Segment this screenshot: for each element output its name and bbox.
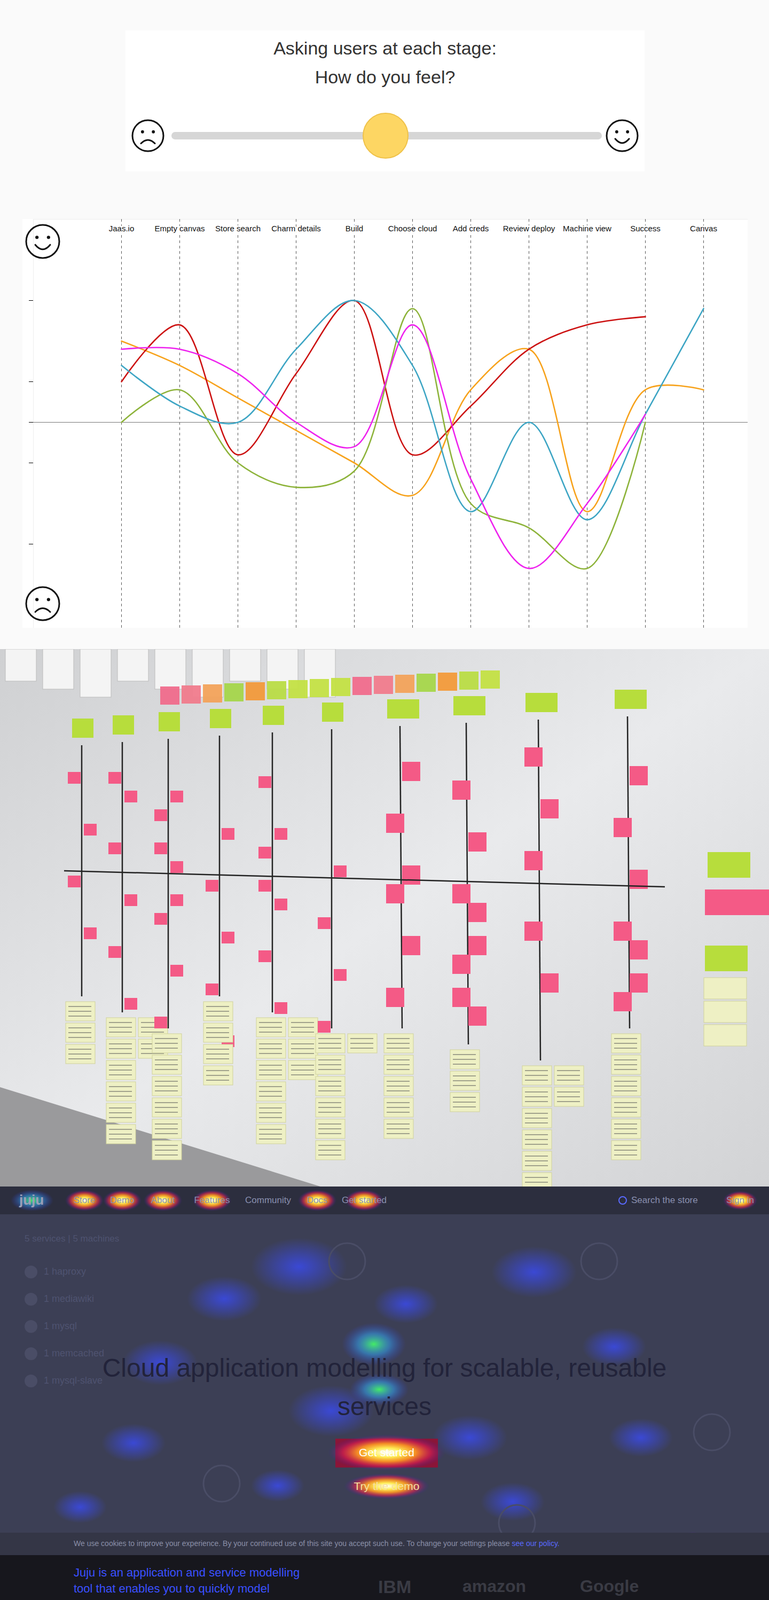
html-text:Sign in: Sign in (726, 1194, 755, 1205)
svg-text:Build: Build (345, 223, 364, 233)
html-text:1 haproxy: 1 haproxy (43, 1265, 87, 1277)
svg-text:Store search: Store search (215, 223, 261, 233)
html-text:Try the demo: Try the demo (353, 1479, 420, 1492)
html-text:Search the store: Search the store (631, 1194, 698, 1205)
html-text:Get started: Get started (358, 1445, 415, 1458)
html-text:1 mediawiki: 1 mediawiki (43, 1292, 94, 1304)
svg-text:Charm details: Charm details (271, 223, 321, 233)
html-text:How do you feel?: How do you feel? (314, 66, 456, 88)
html-text:Asking users at each stage:: Asking users at each stage: (273, 37, 497, 59)
html-text:IBM: IBM (378, 1575, 412, 1597)
html-text:1 mysql: 1 mysql (43, 1320, 77, 1331)
html-text:Demo: Demo (110, 1194, 135, 1205)
html-text:About: About (151, 1194, 175, 1205)
html-text:1 mysql-slave: 1 mysql-slave (43, 1374, 103, 1386)
svg-text:Canvas: Canvas (689, 223, 718, 233)
html-text:amazon: amazon (462, 1575, 527, 1596)
html-text:Features: Features (194, 1194, 230, 1205)
html-text:Store: Store (73, 1194, 96, 1205)
svg-text:Review deploy: Review deploy (503, 223, 556, 233)
svg-text:Choose cloud: Choose cloud (388, 223, 438, 233)
html-text:Get started: Get started (341, 1194, 387, 1205)
html-text:juju: juju (19, 1191, 44, 1208)
svg-text:Machine view: Machine view (562, 223, 612, 233)
svg-text:Success: Success (630, 223, 661, 233)
html-text:Community: Community (245, 1194, 292, 1205)
html-text:Docs: Docs (306, 1194, 328, 1205)
html-text:Cloud application modelling fo: Cloud application modelling for scalable… (102, 1353, 667, 1420)
html-text:1 memcached: 1 memcached (43, 1347, 105, 1359)
svg-text:Empty canvas: Empty canvas (154, 223, 205, 233)
html-text:5 services | 5 machines: 5 services | 5 machines (24, 1233, 120, 1244)
html-text:We use cookies to improve your: We use cookies to improve your experienc… (73, 1538, 560, 1548)
html-text:Juju is an application and ser: Juju is an application and service model… (73, 1565, 300, 1595)
html-text:Google: Google (579, 1575, 639, 1596)
svg-text:Add creds: Add creds (452, 223, 490, 233)
svg-text:Jaas.io: Jaas.io (108, 223, 135, 233)
